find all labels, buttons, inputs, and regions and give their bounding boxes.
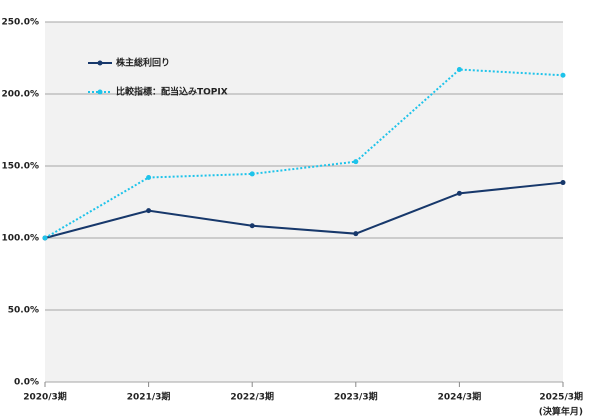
point xyxy=(353,159,359,165)
x-tick-label: 2024/3期 xyxy=(438,391,482,403)
legend-label: 比較指標：配当込みTOPIX xyxy=(116,86,228,98)
point xyxy=(146,175,152,181)
x-tick-label: 2020/3期 xyxy=(23,391,67,403)
legend-marker xyxy=(97,89,103,95)
point xyxy=(249,223,255,229)
point xyxy=(560,72,566,78)
point xyxy=(353,231,359,237)
point xyxy=(456,67,462,73)
y-tick-label: 200.0% xyxy=(2,90,40,100)
x-tick-label: 2025/3期 xyxy=(539,391,583,403)
legend-label: 株主総利回り xyxy=(116,57,170,69)
point xyxy=(560,180,566,186)
legend-marker xyxy=(97,60,103,66)
y-tick-label: 250.0% xyxy=(2,18,40,28)
y-tick-label: 0.0% xyxy=(14,378,39,388)
plot-area xyxy=(45,22,563,382)
series-line xyxy=(44,181,564,239)
y-tick-label: 150.0% xyxy=(2,162,40,172)
x-tick-label: 2022/3期 xyxy=(230,391,274,403)
x-tick-label: 2021/3期 xyxy=(127,391,171,403)
y-tick-label: 50.0% xyxy=(8,306,39,316)
x-tick-label: 2023/3期 xyxy=(334,391,378,403)
point xyxy=(249,171,255,177)
y-tick-label: 100.0% xyxy=(2,234,40,244)
annotation: (決算年月) xyxy=(539,406,583,418)
point xyxy=(146,208,152,214)
point xyxy=(456,190,462,196)
point xyxy=(42,235,48,241)
